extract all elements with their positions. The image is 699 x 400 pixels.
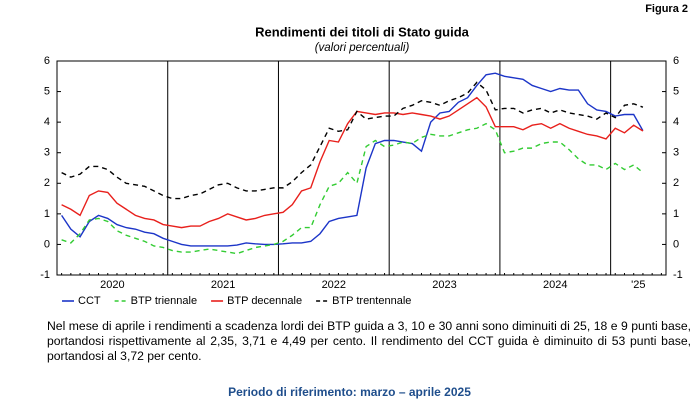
y-tick-label: 1 bbox=[44, 208, 50, 220]
y-tick-label: 5 bbox=[44, 85, 50, 97]
figure-label: Figura 2 bbox=[645, 3, 688, 15]
x-tick-label: 2021 bbox=[211, 279, 235, 291]
series-line bbox=[61, 72, 644, 247]
y2-tick-label: -1 bbox=[673, 269, 683, 281]
x-tick-label: 2020 bbox=[100, 279, 124, 291]
y2-tick-label: 1 bbox=[673, 208, 679, 220]
y2-tick-label: 2 bbox=[673, 177, 679, 189]
series-line bbox=[61, 96, 644, 229]
legend-label: BTP trentennale bbox=[332, 295, 411, 307]
legend-label: CCT bbox=[78, 295, 101, 307]
legend-label: BTP triennale bbox=[131, 295, 197, 307]
plot-frame bbox=[56, 60, 667, 276]
note: Nel mese di aprile i rendimenti a scaden… bbox=[47, 319, 691, 363]
y2-tick-label: 0 bbox=[673, 238, 679, 250]
x-tick-label: 2024 bbox=[543, 279, 567, 291]
y2-tick-label: 4 bbox=[673, 116, 679, 128]
chart: Figura 2 Rendimenti dei titoli di Stato … bbox=[40, 3, 688, 307]
y2-tick-label: 5 bbox=[673, 85, 679, 97]
y2-tick-label: 3 bbox=[673, 147, 679, 159]
y-tick-label: 0 bbox=[44, 238, 50, 250]
y-tick-label: 6 bbox=[44, 55, 50, 67]
y-tick-label: -1 bbox=[40, 269, 50, 281]
y-tick-label: 2 bbox=[44, 177, 50, 189]
y-tick-label: 3 bbox=[44, 147, 50, 159]
y-tick-label: 4 bbox=[44, 116, 50, 128]
series-line bbox=[61, 81, 644, 200]
chart-subtitle: (valori percentuali) bbox=[315, 42, 410, 54]
reference-period: Periodo di riferimento: marzo – aprile 2… bbox=[228, 385, 471, 399]
y2-tick-label: 6 bbox=[673, 55, 679, 67]
x-tick-label: '25 bbox=[631, 279, 645, 291]
x-tick-label: 2022 bbox=[322, 279, 346, 291]
x-tick-label: 2023 bbox=[432, 279, 456, 291]
legend-label: BTP decennale bbox=[227, 295, 302, 307]
series-line bbox=[61, 122, 644, 255]
chart-title: Rendimenti dei titoli di Stato guida bbox=[255, 24, 470, 39]
